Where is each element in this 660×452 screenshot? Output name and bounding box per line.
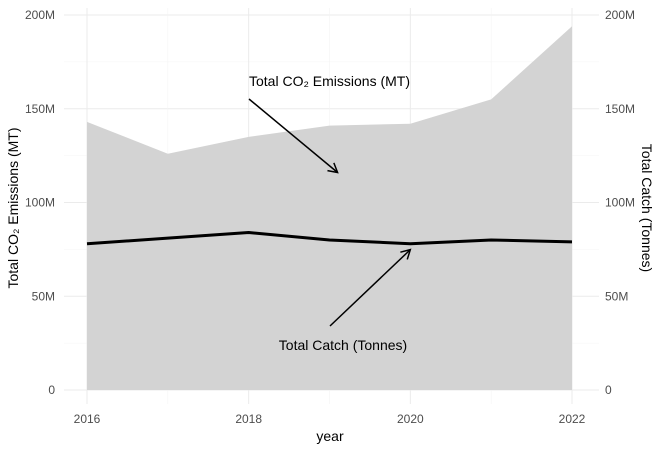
left-axis-tick-label: 200M [25,8,55,22]
line-layer [86,231,573,246]
right-axis-tick-label: 100M [605,196,635,210]
catch-line [86,231,573,246]
right-axis-tick-label: 150M [605,102,635,116]
left-axis-tick-label: 50M [32,289,55,303]
x-axis-tick-label: 2016 [74,412,101,426]
x-axis-title: year [316,428,344,444]
left-axis-tick-label: 0 [48,383,55,397]
annotations: Total CO₂ Emissions (MT) Total Catch (Ton… [248,73,412,353]
emissions-annotation-label: Total CO₂ Emissions (MT) [249,73,410,89]
catch-annotation-arrow [329,248,412,327]
x-axis-ticks: 2016 2018 2020 2022 [74,412,586,426]
right-axis-ticks: 0 50M 100M 150M 200M [605,8,635,397]
catch-annotation-label: Total Catch (Tonnes) [279,337,407,353]
right-axis-tick-label: 50M [605,289,628,303]
right-axis-title: Total Catch (Tonnes) [639,144,655,272]
emissions-area [87,26,572,390]
left-axis-tick-label: 100M [25,196,55,210]
x-axis-tick-label: 2020 [397,412,424,426]
right-axis-tick-label: 0 [605,383,612,397]
right-axis-tick-label: 200M [605,8,635,22]
left-axis-ticks: 0 50M 100M 150M 200M [25,8,55,397]
area-layer [87,26,572,390]
left-axis-tick-label: 150M [25,102,55,116]
x-axis-tick-label: 2018 [235,412,262,426]
emissions-annotation-arrow [248,98,339,174]
x-axis-tick-label: 2022 [559,412,586,426]
left-axis-title: Total CO₂ Emissions (MT) [5,127,21,288]
